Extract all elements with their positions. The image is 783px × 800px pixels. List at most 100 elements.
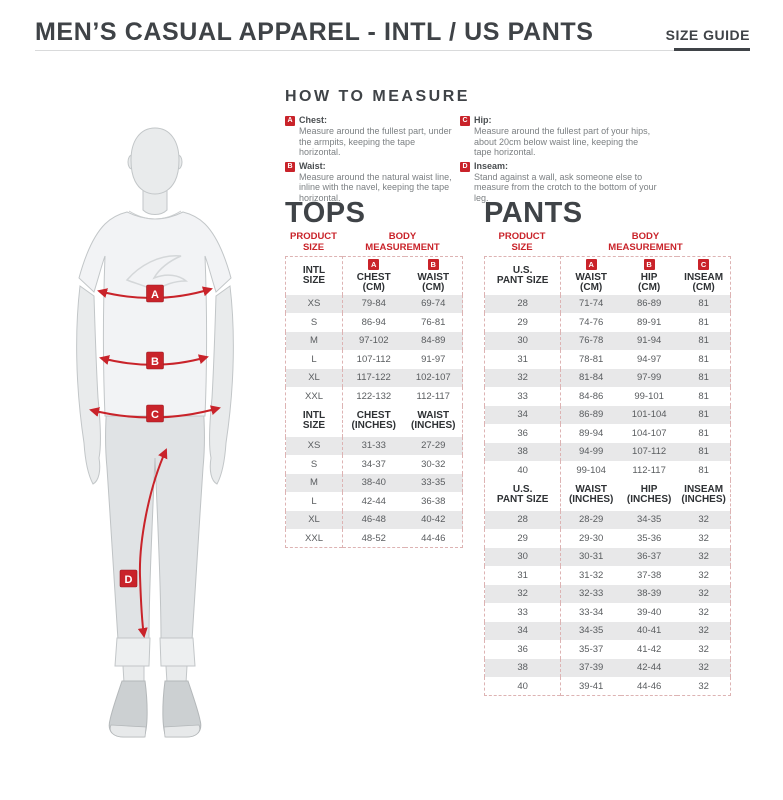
table-cell: 33-35 [404, 473, 463, 492]
table-cell: 94-97 [636, 353, 662, 365]
size-guide-tab[interactable]: SIZE GUIDE [665, 27, 750, 43]
table-header-row: INTL SIZE CHEST (INCHES) WAIST (INCHES) [285, 405, 463, 437]
table-cell: 40 [484, 677, 562, 696]
how-to-measure-heading: HOW TO MEASURE [285, 88, 470, 105]
inseam-measure-line [137, 448, 168, 638]
header-line: WAIST [575, 484, 607, 495]
table-cell: 46-48 [342, 510, 405, 529]
table-cell: 29-30 [579, 532, 604, 544]
table-cell: 36-38 [421, 495, 446, 507]
table-cell: 30 [484, 547, 562, 566]
header-line: BODY [631, 231, 660, 242]
table-cell: 30 [484, 331, 562, 350]
table-cell: XXL [285, 387, 343, 406]
header-line: (CM) [422, 281, 445, 293]
product-size-header: PRODUCT SIZE [285, 231, 342, 253]
table-row: 38 37-39 42-44 32 [484, 658, 731, 677]
table-cell: 31-32 [579, 569, 604, 581]
table-row: 30 76-78 91-94 81 [484, 331, 731, 350]
product-size-header: PRODUCT SIZE [484, 231, 560, 253]
inseam-cm-column-header: C INSEAM (CM) [677, 256, 731, 295]
chest-letter-badge: A [368, 258, 380, 270]
size-column-header: INTL SIZE [285, 256, 343, 295]
table-cell: 107-112 [621, 442, 678, 461]
table-row: L 107-112 91-97 [285, 350, 463, 369]
header-line: (INCHES) [626, 494, 672, 505]
tops-table: INTL SIZE A CHEST (CM) B WAIST (CM) XS 79-84… [285, 256, 463, 548]
table-cell: 37-38 [636, 569, 662, 581]
table-row: 33 33-34 39-40 32 [484, 603, 731, 622]
waist-cm-column-header: A WAIST (CM) [560, 256, 622, 295]
measure-item-inseam: D Inseam: Stand against a wall, ask some… [460, 161, 657, 204]
table-cell: 34-35 [621, 510, 678, 529]
table-row: 34 34-35 40-41 32 [484, 621, 731, 640]
table-cell: 117-122 [342, 368, 405, 387]
chest-inches-column-header: CHEST (INCHES) [342, 405, 405, 437]
table-cell: 30-32 [421, 458, 446, 470]
waist-letter-badge: B [427, 258, 439, 270]
table-cell: 33 [484, 387, 562, 406]
table-cell: 38-39 [621, 584, 678, 603]
header-line: CHEST [356, 410, 391, 421]
table-row: 31 31-32 37-38 32 [484, 566, 731, 585]
header-line: HIP [640, 271, 658, 283]
figure-shoes [108, 680, 202, 738]
measure-columns: A Chest: Measure around the fullest part… [285, 115, 757, 206]
table-cell: 86-94 [361, 316, 386, 328]
measurement-figure-illustration: A B C D [76, 127, 234, 738]
table-cell: 40-41 [621, 621, 678, 640]
tops-section: TOPS PRODUCT SIZE BODY MEASUREMENT INTL S… [285, 198, 463, 548]
header-line: (INCHES) [411, 420, 456, 431]
header-line: U.S. [512, 264, 533, 276]
header-line: PANT SIZE [496, 274, 549, 286]
header-line: SIZE [302, 420, 326, 431]
measure-description: Measure around the fullest part, under t… [299, 126, 452, 157]
table-cell: 32 [677, 584, 731, 603]
table-cell: L [285, 492, 343, 511]
marker-a-letter: A [151, 289, 159, 301]
table-cell: 112-117 [416, 390, 450, 402]
table-cell: 112-117 [632, 464, 666, 476]
header-line: INTL [302, 264, 326, 276]
measure-description: Stand against a wall, ask someone else t… [474, 171, 657, 203]
table-cell: 76-78 [560, 331, 622, 350]
measure-item-waist: B Waist: Measure around the natural wais… [285, 161, 458, 204]
table-row: 40 39-41 44-46 32 [484, 677, 731, 696]
table-row: 40 99-104 112-117 81 [484, 461, 731, 480]
header-line: (CM) [580, 281, 603, 293]
table-row: 32 32-33 38-39 32 [484, 584, 731, 603]
header-line: (INCHES) [568, 494, 614, 505]
marker-c-badge: C [146, 404, 164, 423]
table-cell: 81 [677, 294, 731, 313]
header-line: MEASUREMENT [365, 241, 440, 253]
measure-label: Hip: [474, 115, 492, 125]
table-row: XXL 122-132 112-117 [285, 387, 463, 406]
table-row: XS 31-33 27-29 [285, 436, 463, 455]
table-cell: 91-94 [621, 331, 678, 350]
table-cell: 102-107 [404, 368, 463, 387]
header-line: (CM) [638, 281, 661, 293]
table-cell: 27-29 [404, 436, 463, 455]
header-line: INSEAM [684, 484, 724, 495]
table-cell: 99-101 [634, 390, 664, 402]
table-cell: 81 [677, 405, 731, 424]
table-cell: 81 [698, 464, 709, 476]
table-row: M 97-102 84-89 [285, 331, 463, 350]
header-line: (CM) [692, 281, 715, 293]
table-cell: 69-74 [404, 294, 463, 313]
header-line: SIZE [302, 241, 325, 253]
tops-heading: TOPS [285, 197, 366, 229]
table-cell: 34-35 [560, 621, 622, 640]
table-row: M 38-40 33-35 [285, 473, 463, 492]
table-cell: 32 [677, 547, 731, 566]
table-row: 36 89-94 104-107 81 [484, 424, 731, 443]
measure-label: Waist: [299, 160, 326, 171]
waist-cm-column-header: B WAIST (CM) [404, 256, 463, 295]
table-cell: 89-94 [579, 427, 604, 439]
hip-letter-badge: B [643, 258, 655, 270]
inseam-letter-badge: D [460, 161, 470, 172]
table-cell: 34-37 [361, 458, 386, 470]
table-cell: 99-104 [576, 464, 606, 476]
tops-inches-body: XS 31-33 27-29 S 34-37 30-32 M 38-40 33-35 L 42-44… [285, 436, 463, 548]
chest-cm-column-header: A CHEST (CM) [342, 256, 405, 295]
